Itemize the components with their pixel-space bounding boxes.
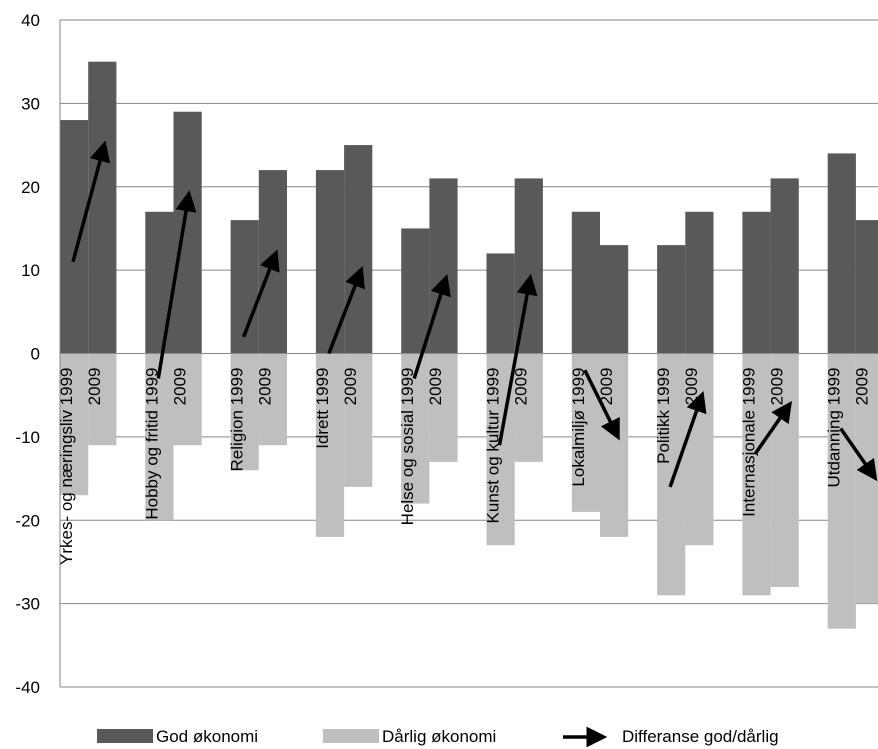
year-label: 2009	[682, 368, 701, 406]
difference-arrow	[668, 390, 707, 488]
legend-swatch-good	[97, 729, 153, 743]
year-label: 2009	[426, 368, 445, 406]
bar-good	[258, 170, 287, 354]
legend-label-bad: Dårlig økonomi	[382, 727, 496, 746]
bar-bad	[827, 353, 856, 629]
bar-bad	[230, 353, 259, 471]
year-label: 2009	[597, 368, 616, 406]
bar-good	[401, 228, 430, 354]
bar-bad	[685, 353, 714, 546]
bar-bad	[742, 353, 771, 596]
difference-arrow	[156, 190, 197, 379]
y-tick-label: 40	[21, 11, 40, 30]
difference-arrow	[497, 273, 538, 446]
year-label: 2009	[853, 368, 872, 406]
bar-good	[742, 211, 771, 354]
difference-arrow	[241, 249, 280, 338]
category-labels: Yrkes- og næringsliv 1999 2009 Hobby og fr…	[57, 368, 872, 565]
bar-bad	[258, 353, 287, 446]
y-tick-label: -10	[15, 428, 40, 447]
category-label: Lokalmiljø 1999	[569, 368, 588, 487]
year-label: 2009	[341, 368, 360, 406]
year-label: 2009	[767, 368, 786, 406]
year-label: 2009	[170, 368, 189, 406]
bar-good	[344, 145, 373, 354]
bar-bad	[173, 353, 202, 446]
bar-bad	[88, 353, 117, 446]
bar-bad	[429, 353, 458, 462]
category-label: Utdanning 1999	[825, 368, 844, 488]
year-label: 2009	[256, 368, 275, 406]
y-tick-label: 0	[31, 345, 40, 364]
difference-arrow	[327, 266, 365, 355]
legend: God økonomi Dårlig økonomi Differanse go…	[97, 726, 779, 748]
bars	[60, 61, 878, 629]
y-tick-label: 10	[21, 261, 40, 280]
bar-good	[571, 211, 600, 354]
bar-bad	[514, 353, 543, 462]
legend-label-good: God økonomi	[156, 727, 258, 746]
bar-good	[514, 178, 543, 354]
bar-good	[429, 178, 458, 354]
bar-bad	[600, 353, 629, 537]
legend-swatch-bad	[323, 729, 379, 743]
category-label: Helse og sosial 1999	[398, 368, 417, 526]
category-label: Politikk 1999	[654, 368, 673, 464]
bar-bad	[770, 353, 799, 587]
category-label: Idrett 1999	[313, 368, 332, 449]
y-tick-label: -30	[15, 595, 40, 614]
bar-bad	[315, 353, 345, 537]
year-label: 2009	[85, 368, 104, 406]
y-tick-label: -20	[15, 511, 40, 530]
y-axis: 40 30 20 10 0 -10 -20 -30 -40	[15, 11, 61, 697]
y-tick-label: 20	[21, 178, 40, 197]
difference-arrow	[753, 400, 792, 455]
bar-good	[770, 178, 799, 354]
bar-bad	[60, 353, 89, 496]
difference-arrow	[839, 427, 878, 482]
y-tick-label: -40	[15, 678, 40, 697]
bar-bad	[344, 353, 373, 487]
bar-good	[855, 220, 878, 354]
bar-good	[827, 153, 856, 354]
bar-good	[60, 120, 89, 354]
category-label: Religion 1999	[228, 368, 247, 472]
bar-good	[486, 253, 515, 354]
bar-good	[173, 111, 202, 354]
bar-good	[600, 245, 629, 354]
y-tick-label: 30	[21, 94, 40, 113]
category-label: Hobby og fritid 1999	[142, 368, 161, 520]
year-label: 2009	[512, 368, 531, 406]
bar-good	[685, 211, 714, 354]
difference-arrow	[412, 274, 451, 380]
bar-bad	[145, 353, 174, 521]
bar-bad	[657, 353, 686, 596]
difference-arrow	[583, 369, 620, 441]
bar-good	[657, 245, 686, 354]
bar-good	[88, 61, 117, 354]
category-label: Internasjonale 1999	[739, 368, 758, 517]
category-label: Kunst og kultur 1999	[484, 368, 503, 524]
category-label: Yrkes- og næringsliv 1999	[57, 368, 76, 565]
bar-good	[145, 211, 174, 354]
difference-arrows	[71, 140, 878, 488]
bar-bad	[571, 353, 600, 512]
difference-arrow	[71, 140, 111, 263]
legend-label-diff: Differanse god/dårlig	[622, 727, 779, 746]
